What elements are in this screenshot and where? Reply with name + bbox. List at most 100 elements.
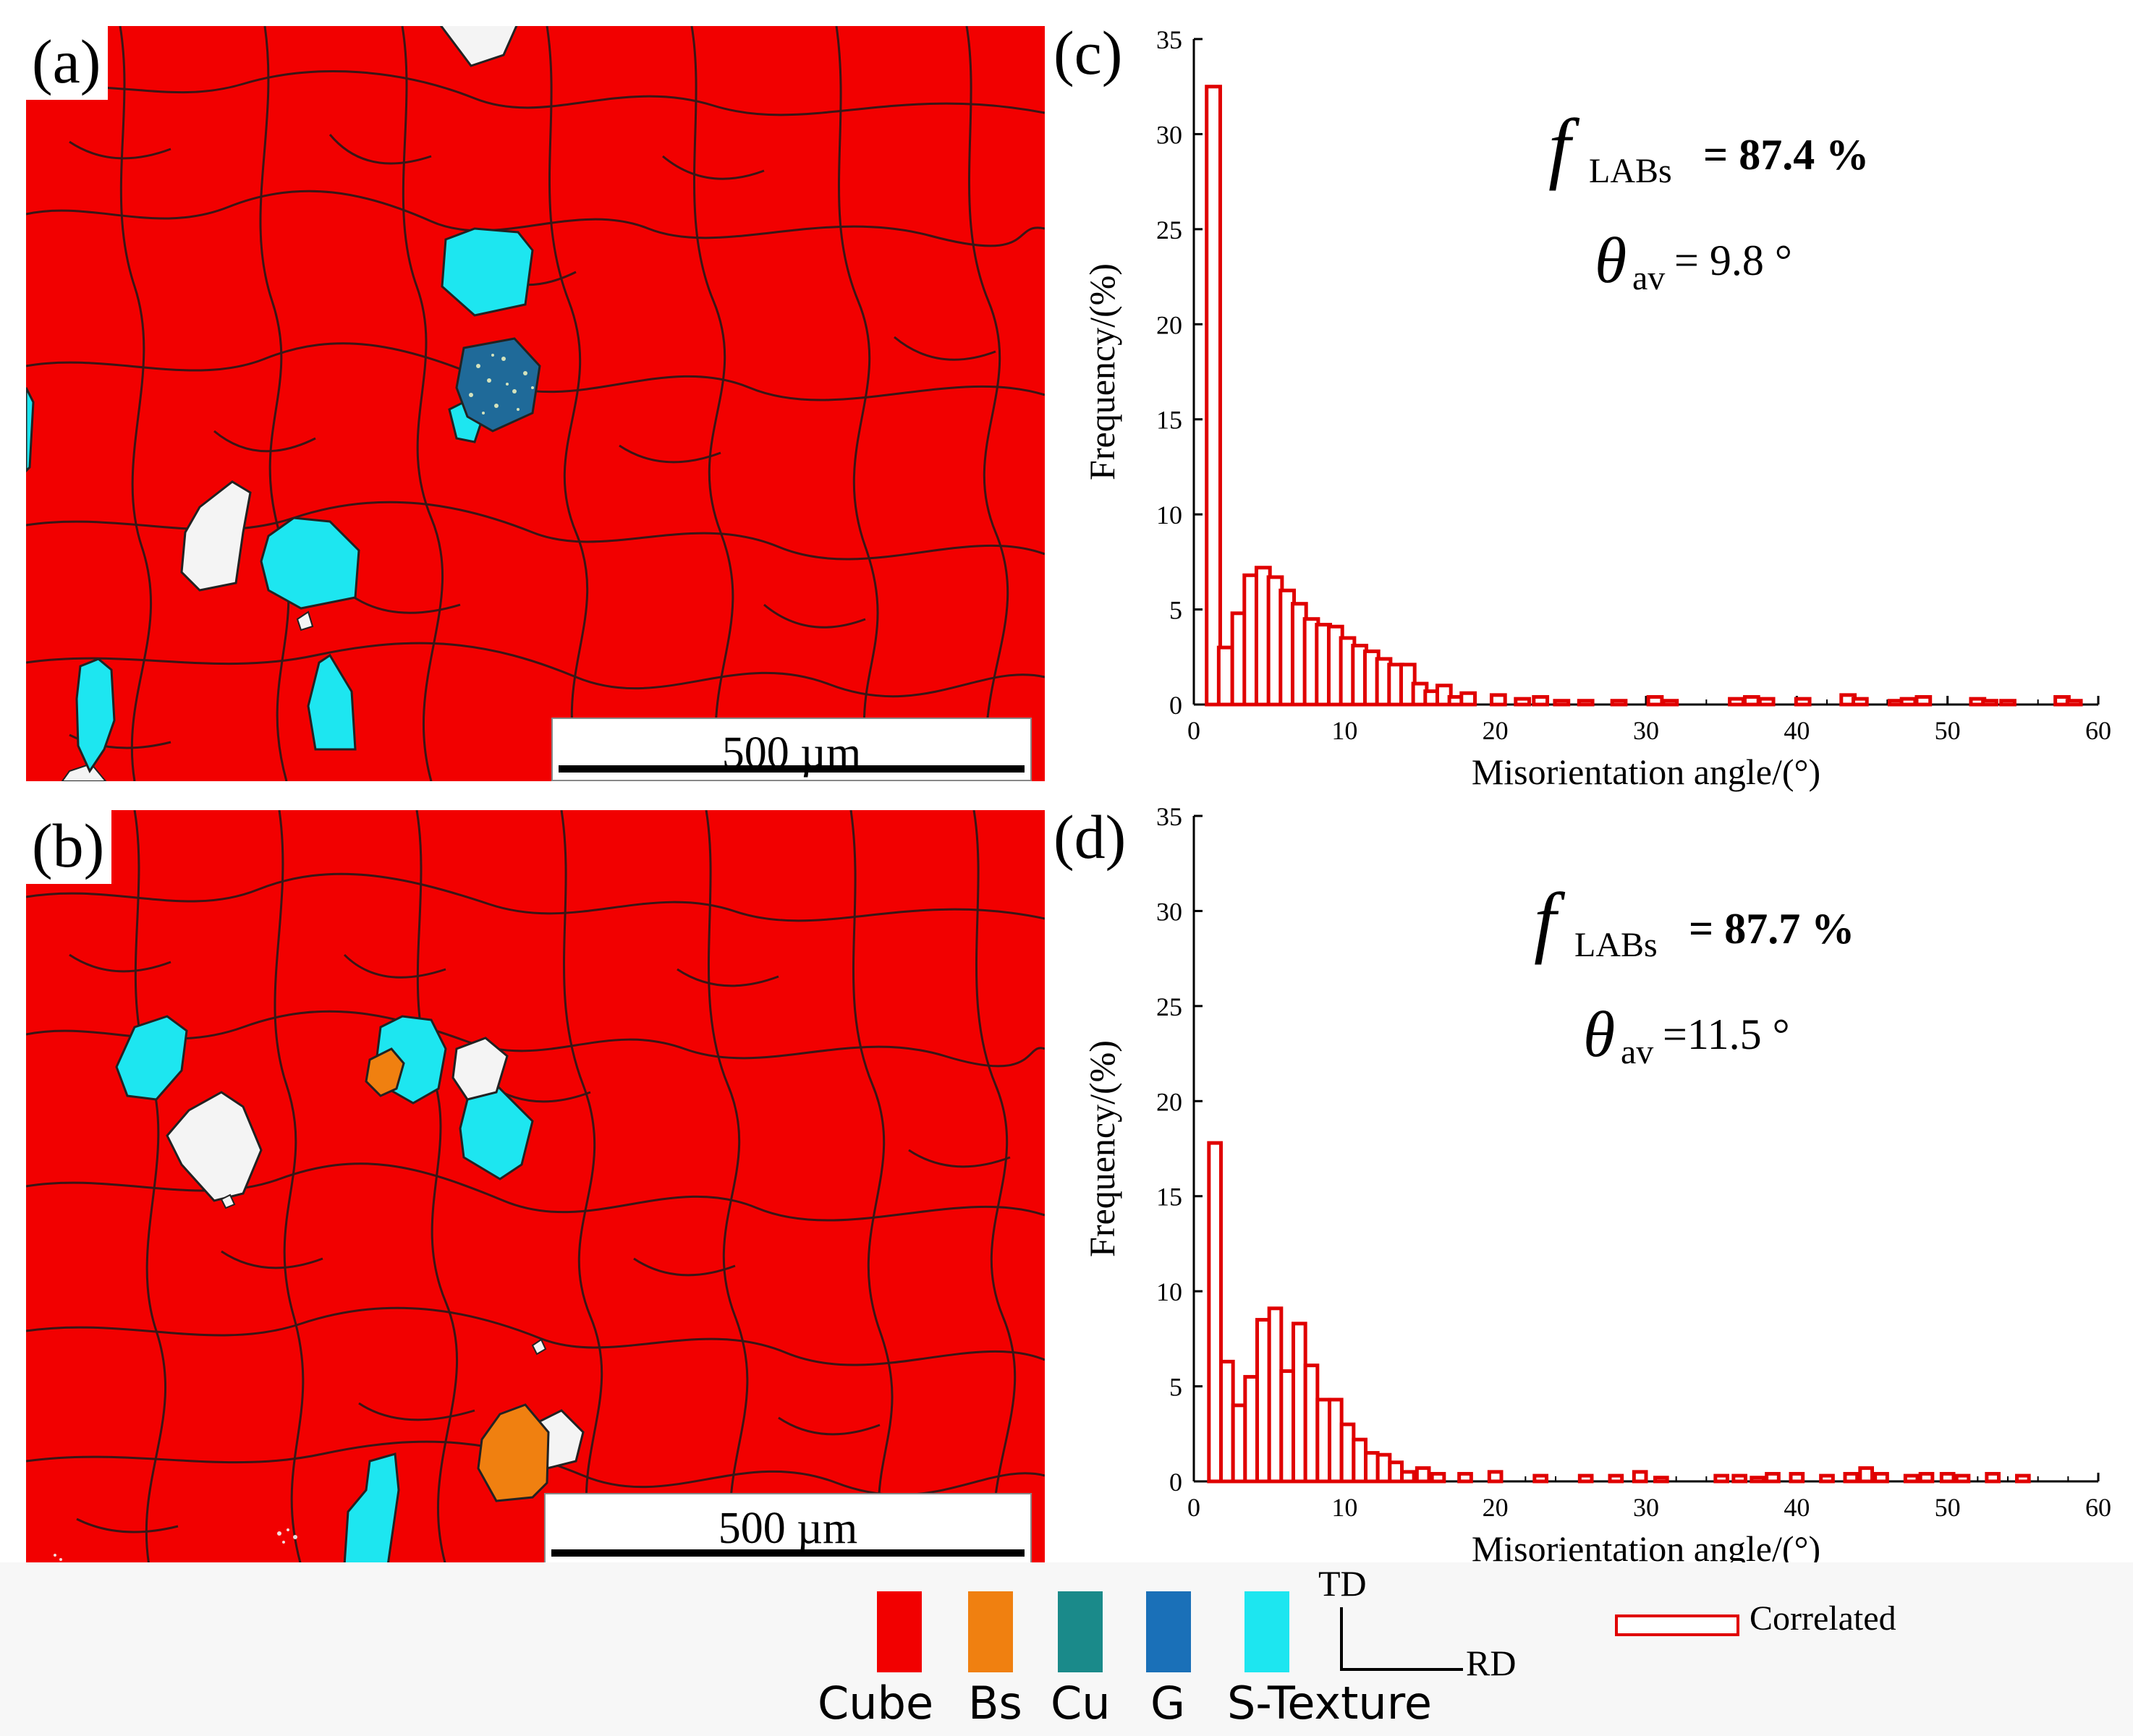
- rd-axis-line: [1340, 1668, 1463, 1671]
- bar-d-30: [1789, 1471, 1805, 1484]
- bar-d-29: [1765, 1471, 1781, 1484]
- bar-c-38: [1914, 694, 1933, 707]
- bar-d-9: [1315, 1397, 1332, 1484]
- y-tick-label-c-0: 0: [1169, 691, 1182, 720]
- bar-c-27: [1610, 699, 1628, 707]
- grain-boundaries-a: [26, 26, 1045, 781]
- y-tick-label-c-4: 20: [1156, 310, 1182, 339]
- x-tick-label-c-3: 30: [1633, 716, 1659, 745]
- y-tick-label-c-5: 25: [1156, 216, 1182, 244]
- rd-label: RD: [1466, 1643, 1517, 1683]
- bar-c-21: [1459, 691, 1477, 707]
- x-tick-label-d-3: 30: [1633, 1493, 1659, 1522]
- y-tick-label-d-0: 0: [1169, 1468, 1182, 1497]
- bar-c-29: [1661, 699, 1679, 707]
- bar-d-7: [1292, 1322, 1307, 1484]
- speckle-g-grain: [469, 354, 534, 414]
- y-tick-label-d-2: 10: [1156, 1277, 1182, 1306]
- x-tick-label-c-0: 0: [1187, 716, 1200, 745]
- bar-d-16: [1400, 1470, 1416, 1484]
- x-tick-label-d-6: 60: [2085, 1493, 2111, 1522]
- x-tick-label-c-4: 40: [1784, 716, 1810, 745]
- bar-d-8: [1303, 1363, 1320, 1484]
- bar-d-22: [1577, 1473, 1594, 1484]
- y-tick-label-c-2: 10: [1156, 501, 1182, 529]
- bar-d-23: [1608, 1473, 1624, 1484]
- bar-d-24: [1632, 1470, 1648, 1484]
- theta-subscript-d: av: [1621, 1033, 1653, 1071]
- grain-map-a: [26, 26, 1045, 781]
- bar-c-26: [1577, 699, 1595, 707]
- bar-c-30: [1728, 697, 1745, 707]
- legend-swatch-bs: [968, 1591, 1013, 1672]
- y-axis-label-d: Frequency/(%): [1082, 1040, 1122, 1257]
- legend-label-cu: Cu: [1051, 1677, 1111, 1729]
- ebsd-map-a: (a) 500 µm: [26, 26, 1045, 781]
- y-tick-label-c-6: 30: [1156, 120, 1182, 149]
- y-tick-label-d-6: 30: [1156, 897, 1182, 926]
- bar-d-35: [1903, 1473, 1920, 1484]
- bar-c-35: [1851, 697, 1869, 707]
- bar-c-23: [1514, 697, 1532, 707]
- panel-label-a: (a): [26, 26, 109, 100]
- scale-bar-b: 500 µm: [544, 1493, 1032, 1565]
- bar-d-27: [1731, 1473, 1747, 1484]
- bar-c-32: [1757, 697, 1776, 707]
- td-label: TD: [1318, 1563, 1367, 1604]
- theta-symbol-d: θ: [1583, 999, 1615, 1071]
- bar-d-14: [1375, 1452, 1392, 1484]
- y-tick-label-c-7: 35: [1156, 25, 1182, 54]
- histogram-d: 0 5 10 15 20 25 30 35 0 10 20 30 40 50 60 Misorientatio…: [1071, 802, 2120, 1594]
- bar-d-40: [2015, 1473, 2031, 1484]
- y-tick-label-d-5: 25: [1156, 992, 1182, 1021]
- bar-c-24: [1532, 694, 1550, 707]
- y-tick-label-d-4: 20: [1156, 1087, 1182, 1116]
- bar-d-36: [1918, 1471, 1935, 1484]
- y-tick-label-d-1: 5: [1169, 1373, 1182, 1402]
- bar-d-17: [1415, 1466, 1431, 1484]
- bar-d-15: [1388, 1460, 1404, 1484]
- bar-d-4: [1255, 1318, 1271, 1484]
- theta-value-d: =11.5 °: [1663, 1010, 1790, 1058]
- bar-d-21: [1532, 1473, 1548, 1484]
- bar-d-3: [1243, 1374, 1259, 1484]
- legend-label-s-texture: S-Texture: [1227, 1677, 1432, 1729]
- histogram-d-svg: 0 5 10 15 20 25 30 35 0 10 20 30 40 50 60 Misorientatio…: [1082, 802, 2111, 1569]
- bar-d-38: [1954, 1473, 1971, 1484]
- bar-c-40: [1981, 699, 1998, 707]
- bar-d-32: [1843, 1471, 1860, 1484]
- y-tick-label-c-1: 5: [1169, 596, 1182, 625]
- correlated-legend-swatch: [1615, 1614, 1739, 1636]
- x-axis-label-c: Misorientation angle/(°): [1472, 752, 1820, 792]
- panel-label-d: (d): [1053, 802, 1127, 872]
- legend-swatch-cu: [1058, 1591, 1103, 1672]
- bar-d-13: [1364, 1451, 1380, 1484]
- bar-d-5: [1267, 1306, 1284, 1484]
- grain-boundaries-b: [26, 810, 1045, 1565]
- legend-swatch-s-texture: [1244, 1591, 1289, 1672]
- bar-c-31: [1742, 694, 1760, 707]
- scale-bar-line-b: [551, 1549, 1025, 1557]
- legend-label-bs: Bs: [968, 1677, 1022, 1729]
- sample-axes-glyph: [1340, 1600, 1463, 1672]
- bar-c-28: [1646, 694, 1664, 707]
- bar-c-0: [1205, 85, 1222, 707]
- bar-c-1: [1216, 645, 1234, 707]
- y-tick-label-d-3: 15: [1156, 1183, 1182, 1212]
- bar-d-26: [1713, 1473, 1729, 1484]
- theta-symbol-c: θ: [1595, 225, 1627, 297]
- y-tick-label-d-7: 35: [1156, 802, 1182, 831]
- f-subscript-c: LABs: [1589, 152, 1672, 190]
- x-axis-label-d: Misorientation angle/(°): [1472, 1528, 1820, 1569]
- x-tick-label-c-2: 20: [1483, 716, 1509, 745]
- ebsd-map-b: (b) 500 µm: [26, 810, 1045, 1565]
- speckle-noise-b: [54, 1528, 297, 1561]
- panel-label-c: (c): [1053, 18, 1123, 88]
- bar-d-11: [1339, 1422, 1356, 1484]
- bar-d-28: [1750, 1476, 1765, 1484]
- y-axis-label-c: Frequency/(%): [1082, 263, 1122, 480]
- scale-bar-a: 500 µm: [551, 718, 1032, 781]
- scale-bar-text-b: 500 µm: [718, 1504, 858, 1553]
- legend-label-g: G: [1150, 1677, 1186, 1729]
- x-tick-label-c-1: 10: [1331, 716, 1357, 745]
